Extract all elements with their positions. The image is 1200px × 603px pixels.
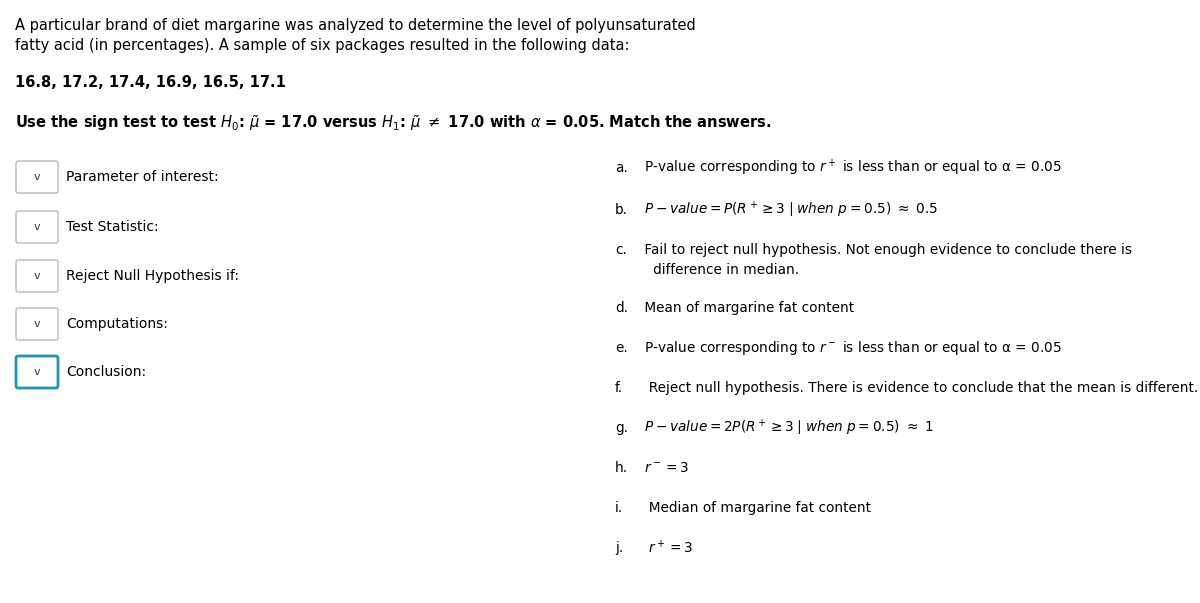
Text: v: v: [34, 271, 41, 281]
Text: A particular brand of diet margarine was analyzed to determine the level of poly: A particular brand of diet margarine was…: [14, 18, 696, 33]
Text: fatty acid (in percentages). A sample of six packages resulted in the following : fatty acid (in percentages). A sample of…: [14, 38, 630, 53]
Text: Reject null hypothesis. There is evidence to conclude that the mean is different: Reject null hypothesis. There is evidenc…: [640, 381, 1199, 395]
Text: a.: a.: [616, 161, 628, 175]
Text: j.: j.: [616, 541, 623, 555]
FancyBboxPatch shape: [16, 161, 58, 193]
Text: Conclusion:: Conclusion:: [66, 365, 146, 379]
Text: Median of margarine fat content: Median of margarine fat content: [640, 501, 871, 515]
Text: $r^- = 3$: $r^- = 3$: [640, 461, 689, 475]
Text: Use the sign test to test $H_0$: $\tilde{\mu}$ = 17.0 versus $H_1$: $\tilde{\mu}: Use the sign test to test $H_0$: $\tilde…: [14, 113, 772, 133]
Text: $r^+ = 3$: $r^+ = 3$: [640, 539, 694, 557]
Text: $P - value = P(R^+\geq 3\mid when\ p =0.5)\ \approx\ 0.5$: $P - value = P(R^+\geq 3\mid when\ p =0.…: [640, 200, 938, 220]
Text: $P - value = 2P(R^+\geq 3\mid when\ p =0.5)\ \approx\ 1$: $P - value = 2P(R^+\geq 3\mid when\ p =0…: [640, 418, 934, 438]
FancyBboxPatch shape: [16, 211, 58, 243]
Text: b.: b.: [616, 203, 628, 217]
Text: Test Statistic:: Test Statistic:: [66, 220, 158, 234]
Text: v: v: [34, 222, 41, 232]
Text: Reject Null Hypothesis if:: Reject Null Hypothesis if:: [66, 269, 239, 283]
Text: c.: c.: [616, 243, 626, 257]
Text: difference in median.: difference in median.: [640, 263, 799, 277]
FancyBboxPatch shape: [16, 260, 58, 292]
Text: P-value corresponding to $r^-$ is less than or equal to α = 0.05: P-value corresponding to $r^-$ is less t…: [640, 339, 1062, 357]
Text: 16.8, 17.2, 17.4, 16.9, 16.5, 17.1: 16.8, 17.2, 17.4, 16.9, 16.5, 17.1: [14, 75, 286, 90]
Text: Parameter of interest:: Parameter of interest:: [66, 170, 218, 184]
Text: g.: g.: [616, 421, 628, 435]
Text: Computations:: Computations:: [66, 317, 168, 331]
Text: h.: h.: [616, 461, 628, 475]
FancyBboxPatch shape: [16, 356, 58, 388]
Text: v: v: [34, 319, 41, 329]
Text: P-value corresponding to $r^+$ is less than or equal to α = 0.05: P-value corresponding to $r^+$ is less t…: [640, 158, 1062, 178]
Text: f.: f.: [616, 381, 623, 395]
Text: Fail to reject null hypothesis. Not enough evidence to conclude there is: Fail to reject null hypothesis. Not enou…: [640, 243, 1132, 257]
Text: v: v: [34, 367, 41, 377]
Text: d.: d.: [616, 301, 628, 315]
Text: v: v: [34, 172, 41, 182]
Text: Mean of margarine fat content: Mean of margarine fat content: [640, 301, 854, 315]
FancyBboxPatch shape: [16, 308, 58, 340]
Text: e.: e.: [616, 341, 628, 355]
Text: i.: i.: [616, 501, 623, 515]
